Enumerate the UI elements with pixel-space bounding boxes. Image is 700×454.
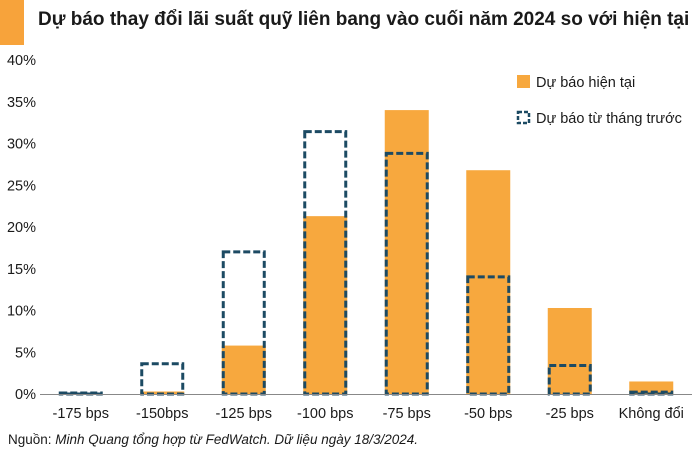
y-tick-label: 30% — [7, 137, 36, 153]
bar-previous — [140, 362, 185, 396]
y-tick-label: 5% — [15, 345, 36, 361]
x-tick-label: -125 bps — [216, 406, 272, 422]
source-text: Minh Quang tổng hợp từ FedWatch. Dữ liệu… — [55, 432, 419, 447]
legend-label-previous: Dự báo từ tháng trước — [536, 111, 682, 127]
bar-current — [384, 110, 429, 394]
x-tick-label: -150bps — [136, 406, 188, 422]
x-tick-label: Không đổi — [619, 406, 684, 422]
y-axis-tick-labels: 0% 5% 10% 15% 20% 25% 30% 35% 40% — [7, 53, 36, 403]
bar-previous — [58, 391, 103, 396]
y-tick-label: 15% — [7, 262, 36, 278]
legend: Dự báo hiện tại Dự báo từ tháng trước — [516, 75, 682, 127]
x-tick-label: -25 bps — [546, 406, 594, 422]
series-current-bars — [140, 110, 674, 394]
x-tick-label: -50 bps — [464, 406, 512, 422]
source-prefix: Nguồn: — [8, 432, 56, 447]
bar-current — [547, 307, 592, 394]
x-tick-label: -175 bps — [53, 406, 109, 422]
bar-current — [466, 170, 511, 394]
bar-current — [221, 345, 266, 394]
bar-current — [303, 216, 348, 394]
y-tick-label: 35% — [7, 95, 36, 111]
y-tick-label: 0% — [15, 387, 36, 403]
legend-swatch-current — [517, 75, 530, 88]
chart-title: Dự báo thay đổi lãi suất quỹ liên bang v… — [38, 9, 690, 30]
x-tick-label: -75 bps — [383, 406, 431, 422]
legend-swatch-previous — [516, 110, 531, 125]
x-axis-tick-labels: -175 bps -150bps -125 bps -100 bps -75 bps -5… — [53, 406, 684, 422]
legend-label-current: Dự báo hiện tại — [536, 75, 635, 91]
y-tick-label: 40% — [7, 53, 36, 69]
y-tick-label: 25% — [7, 178, 36, 194]
x-tick-label: -100 bps — [297, 406, 353, 422]
bar-previous — [466, 275, 511, 396]
source-note: Nguồn: Minh Quang tổng hợp từ FedWatch. … — [8, 432, 418, 447]
y-tick-label: 20% — [7, 220, 36, 236]
y-tick-label: 10% — [7, 304, 36, 320]
title-accent-square — [0, 0, 24, 45]
